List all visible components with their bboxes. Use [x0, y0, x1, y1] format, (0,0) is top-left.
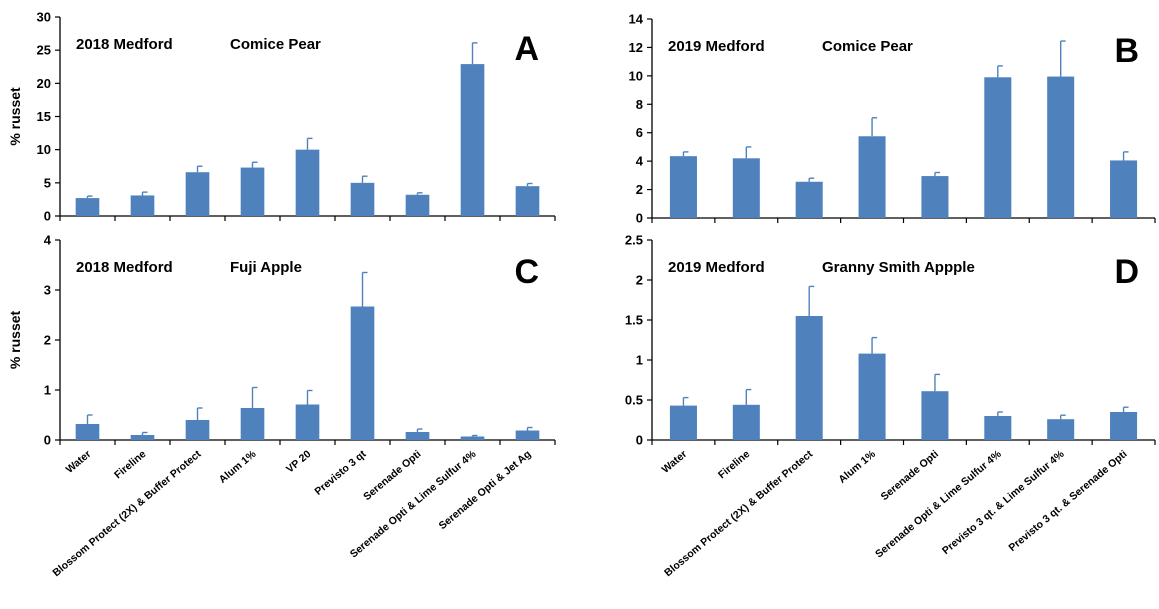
- bar: [295, 149, 320, 216]
- y-tick-label: 0: [44, 433, 51, 448]
- bar: [1110, 160, 1138, 218]
- chart-subtitle: Comice Pear: [230, 36, 321, 53]
- x-category-label: VP 20: [284, 448, 314, 476]
- bar: [350, 182, 375, 216]
- y-tick-label: 2: [44, 333, 51, 348]
- y-tick-label: 15: [37, 109, 51, 124]
- y-tick-label: 0: [636, 211, 643, 226]
- chart-subtitle: Granny Smith Appple: [822, 259, 975, 276]
- chart-title: 2018 Medford: [76, 36, 173, 53]
- bar: [130, 435, 155, 440]
- bar: [460, 436, 485, 440]
- y-tick-label: 0: [44, 209, 51, 224]
- bar: [185, 172, 210, 216]
- bar: [405, 432, 430, 440]
- bar: [858, 353, 886, 440]
- bar: [1047, 419, 1075, 440]
- panel-a: 0 5 10 15 20 25 30 2018 Medford Comice Pear A % ru…: [7, 10, 556, 224]
- bar: [858, 136, 886, 218]
- y-tick-label: 14: [629, 12, 644, 27]
- panel-letter: D: [1114, 253, 1139, 291]
- panel-letter: A: [514, 30, 539, 68]
- y-tick-label: 2: [636, 273, 643, 288]
- y-tick-label: 20: [37, 76, 51, 91]
- y-tick-label: 0.5: [625, 393, 643, 408]
- x-category-label: Serenade Opti & Jet Ag: [437, 448, 534, 532]
- bar: [75, 424, 100, 440]
- y-axis-label: % russet: [7, 310, 23, 369]
- bar: [921, 176, 949, 218]
- chart-subtitle: Comice Pear: [822, 38, 913, 55]
- x-category-label: Previsto 3 qt: [312, 448, 368, 498]
- y-tick-label: 0: [636, 433, 643, 448]
- y-tick-label: 4: [44, 233, 52, 248]
- bar: [75, 198, 100, 216]
- y-tick-label: 25: [37, 43, 51, 58]
- y-tick-label: 5: [44, 175, 51, 190]
- bar: [795, 316, 823, 440]
- bar: [669, 405, 697, 440]
- bar: [732, 158, 760, 218]
- bar: [921, 391, 949, 440]
- panel-letter: B: [1114, 32, 1139, 70]
- x-category-label: Alum 1%: [836, 448, 878, 486]
- x-category-label: Previsto 3 qt. & Serenade Opti: [1006, 448, 1129, 554]
- bar: [984, 77, 1012, 219]
- chart-subtitle: Fuji Apple: [230, 259, 302, 276]
- y-tick-label: 3: [44, 283, 51, 298]
- x-category-label: Fireline: [716, 448, 752, 481]
- bar: [130, 195, 155, 216]
- y-tick-label: 1: [44, 383, 51, 398]
- panel-b: 0 2 4 6 8 10 12 14 2019 Medford Comice Pear B: [629, 12, 1156, 226]
- bar: [984, 416, 1012, 440]
- bar: [795, 181, 823, 218]
- x-category-label: Fireline: [112, 448, 148, 481]
- y-axis-label: % russet: [7, 87, 23, 146]
- bar: [669, 156, 697, 218]
- x-category-label: Serenade Opti: [879, 448, 941, 503]
- bar: [350, 306, 375, 440]
- y-tick-label: 1: [636, 353, 643, 368]
- y-tick-label: 8: [636, 97, 643, 112]
- y-tick-label: 2.5: [625, 233, 643, 248]
- chart-title: 2019 Medford: [668, 259, 765, 276]
- y-tick-label: 10: [629, 68, 643, 83]
- x-category-label: Serenade Opti & Lime Sulfur 4%: [873, 448, 1004, 561]
- chart-title: 2018 Medford: [76, 259, 173, 276]
- y-tick-label: 10: [37, 142, 51, 157]
- x-category-label: Alum 1%: [217, 448, 259, 486]
- bar: [240, 408, 265, 440]
- bar: [405, 194, 430, 216]
- panel-letter: C: [514, 253, 539, 291]
- y-tick-label: 12: [629, 40, 643, 55]
- y-tick-label: 1.5: [625, 313, 643, 328]
- y-tick-label: 4: [636, 154, 644, 169]
- bar: [732, 404, 760, 440]
- y-tick-label: 30: [37, 10, 51, 25]
- bar: [515, 430, 540, 440]
- y-tick-label: 6: [636, 125, 643, 140]
- bar: [515, 186, 540, 216]
- x-category-label: Previsto 3 qt. & Lime Sulfur 4%: [940, 448, 1067, 557]
- x-category-label: Water: [64, 448, 94, 476]
- bar: [240, 167, 265, 216]
- chart-title: 2019 Medford: [668, 38, 765, 55]
- bar: [295, 404, 320, 440]
- x-category-label: Water: [660, 448, 690, 476]
- bar: [1047, 76, 1075, 218]
- y-tick-label: 2: [636, 182, 643, 197]
- bar: [460, 64, 485, 216]
- bar: [185, 420, 210, 440]
- bar: [1110, 412, 1138, 440]
